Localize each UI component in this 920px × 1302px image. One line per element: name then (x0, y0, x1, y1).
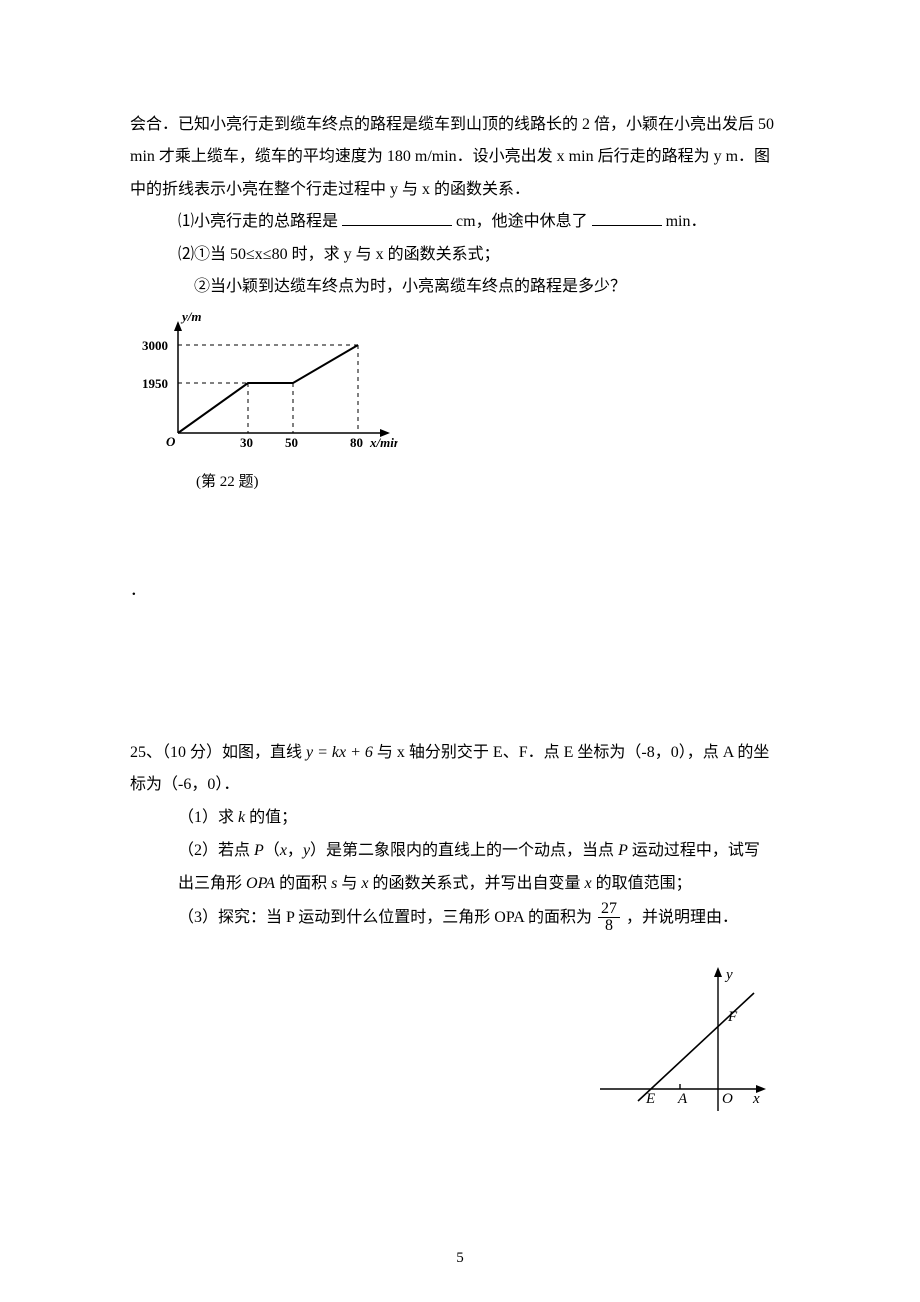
separator-dot: ． (130, 576, 790, 606)
q24-intro-line2: min 才乘上缆车，缆车的平均速度为 180 m/min．设小亮出发 x min… (130, 142, 790, 172)
q25-p3a: （3）探究：当 P 运动到什么位置时，三角形 OPA 的面积为 (178, 909, 592, 926)
q25-p2a: （2）若点 P（x，y）是第二象限内的直线上的一个动点，当点 P 运动过程中，试… (130, 835, 790, 868)
ytick-3000: 3000 (142, 338, 168, 353)
fig-label-F: F (727, 1009, 738, 1025)
xtick-30: 30 (240, 435, 253, 450)
origin-label: O (166, 434, 176, 449)
frac-den: 8 (598, 918, 620, 935)
fig-y-arrow-icon (714, 967, 722, 977)
fig-label-x: x (752, 1091, 760, 1107)
y-axis-arrow-icon (174, 321, 182, 331)
q24-sub1-c: min． (666, 213, 707, 230)
blank-rest-min (592, 209, 662, 226)
q25-figure: y x O E A F (130, 961, 790, 1126)
ylabel: y/m (180, 309, 202, 324)
fig-label-y: y (724, 967, 733, 983)
page-number: 5 (0, 1244, 920, 1273)
q24-intro-line1: 会合．已知小亮行走到缆车终点的路程是缆车到山顶的线路长的 2 倍，小颖在小亮出发… (130, 110, 790, 140)
q25-p3: （3）探究：当 P 运动到什么位置时，三角形 OPA 的面积为 27 8 ，并说… (130, 901, 790, 936)
q25-lead-c: 标为（-6，0）． (130, 769, 790, 802)
blank-total-route (342, 209, 452, 226)
q25-p3b: ，并说明理由． (626, 909, 738, 926)
q24-chart-svg: y/m 3000 1950 O 30 50 80 x/min (138, 308, 398, 458)
ytick-1950: 1950 (142, 376, 168, 391)
page: 会合．已知小亮行走到缆车终点的路程是缆车到山顶的线路长的 2 倍，小颖在小亮出发… (0, 0, 920, 1302)
fig-label-O: O (722, 1091, 733, 1107)
frac-num: 27 (598, 901, 620, 919)
q25-lead-b: 与 x 轴分别交于 E、F．点 E 坐标为（-8，0），点 A 的坐 (377, 744, 769, 761)
q25-p1: （1）求 k 的值； (130, 802, 790, 835)
fraction-27-8: 27 8 (598, 901, 620, 936)
fig-label-E: E (645, 1091, 655, 1107)
q24-sub1-a: ⑴小亮行走的总路程是 (178, 213, 338, 230)
fig-label-A: A (677, 1091, 688, 1107)
q24-sub1-b: cm，他途中休息了 (456, 213, 588, 230)
q25: 25、（10 分）如图，直线 y = kx + 6 与 x 轴分别交于 E、F．… (130, 737, 790, 1127)
xtick-50: 50 (285, 435, 298, 450)
q25-lead-a: 25、（10 分）如图，直线 (130, 744, 306, 761)
q24-chart-caption: (第 22 题) (196, 468, 790, 497)
q25-lead: 25、（10 分）如图，直线 y = kx + 6 与 x 轴分别交于 E、F．… (130, 737, 790, 770)
q24-sub1: ⑴小亮行走的总路程是 cm，他途中休息了 min． (178, 207, 790, 237)
q24-chart: y/m 3000 1950 O 30 50 80 x/min (第 22 题) (138, 308, 790, 496)
q25-p2b: 出三角形 OPA 的面积 s 与 x 的函数关系式，并写出自变量 x 的取值范围… (130, 868, 790, 901)
q24-intro-line3: 中的折线表示小亮在整个行走过程中 y 与 x 的函数关系． (130, 175, 790, 205)
q25-figure-svg: y x O E A F (590, 961, 770, 1126)
xtick-80: 80 (350, 435, 363, 450)
q24-sub2a: ⑵①当 50≤x≤80 时，求 y 与 x 的函数关系式； (178, 240, 790, 270)
xlabel: x/min (369, 435, 398, 450)
q25-eq: y = kx + 6 (306, 744, 377, 761)
q24-subquestions: ⑴小亮行走的总路程是 cm，他途中休息了 min． ⑵①当 50≤x≤80 时，… (130, 207, 790, 302)
chart-line (178, 345, 358, 433)
q24-sub2b: ②当小颖到达缆车终点为时，小亮离缆车终点的路程是多少？ (178, 272, 790, 302)
